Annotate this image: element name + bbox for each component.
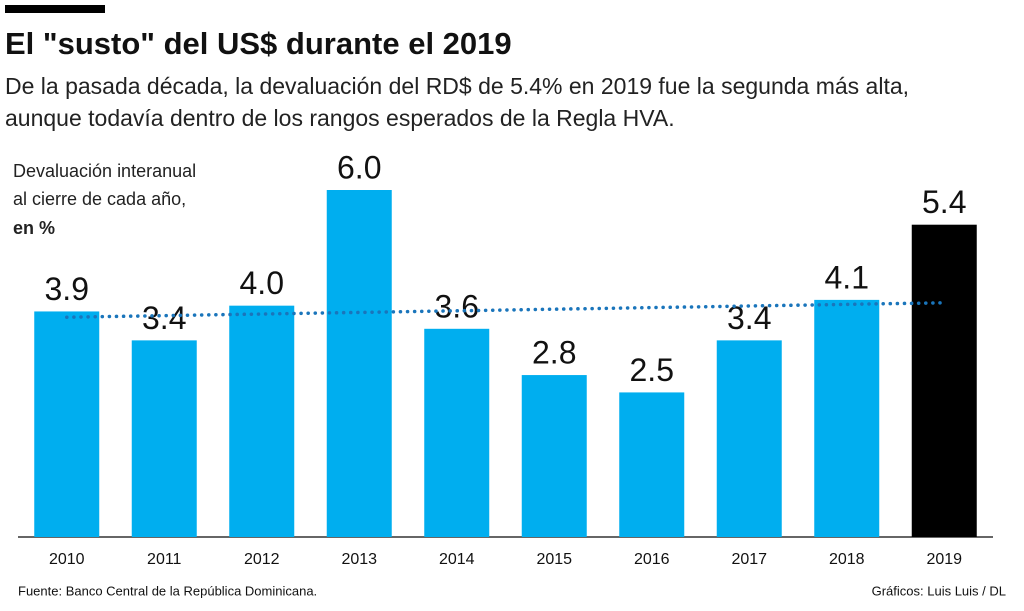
x-tick-label: 2010 (49, 551, 85, 568)
y-axis-label: en % (13, 218, 55, 238)
bar (716, 340, 782, 537)
value-label: 2.5 (630, 352, 674, 388)
x-tick-label: 2013 (341, 551, 377, 568)
bar (229, 305, 295, 537)
x-tick-label: 2014 (439, 551, 475, 568)
chart-title: El "susto" del US$ durante el 2019 (5, 26, 512, 61)
x-tick-label: 2012 (244, 551, 280, 568)
value-label: 2.8 (532, 335, 576, 371)
bar (326, 190, 392, 537)
source: Fuente: Banco Central de la República Do… (18, 583, 317, 598)
bar (521, 375, 587, 537)
bar (131, 340, 197, 537)
bar (911, 224, 977, 537)
y-axis-label: al cierre de cada año, (13, 189, 186, 209)
value-label: 6.0 (337, 149, 381, 185)
credit: Gráficos: Luis Luis / DL (872, 583, 1006, 598)
value-label: 3.4 (142, 300, 186, 336)
y-axis-label: Devaluación interanual (13, 161, 196, 181)
value-label: 4.0 (240, 265, 284, 301)
x-tick-label: 2019 (926, 551, 962, 568)
bar (34, 311, 100, 537)
subtitle: aunque todavía dentro de los rangos espe… (5, 105, 675, 131)
bar (424, 328, 490, 537)
value-label: 4.1 (825, 259, 869, 295)
subtitle: De la pasada década, la devaluación del … (5, 73, 909, 99)
x-tick-label: 2017 (731, 551, 767, 568)
x-tick-label: 2015 (536, 551, 572, 568)
reference-line (65, 301, 946, 319)
bar (814, 299, 880, 537)
x-tick-label: 2011 (147, 551, 182, 568)
x-tick-label: 2016 (634, 551, 670, 568)
value-label: 5.4 (922, 184, 966, 220)
x-tick-label: 2018 (829, 551, 865, 568)
bar (619, 392, 685, 537)
value-label: 3.9 (45, 271, 89, 307)
header-rule (5, 5, 105, 13)
value-label: 3.6 (435, 288, 479, 324)
